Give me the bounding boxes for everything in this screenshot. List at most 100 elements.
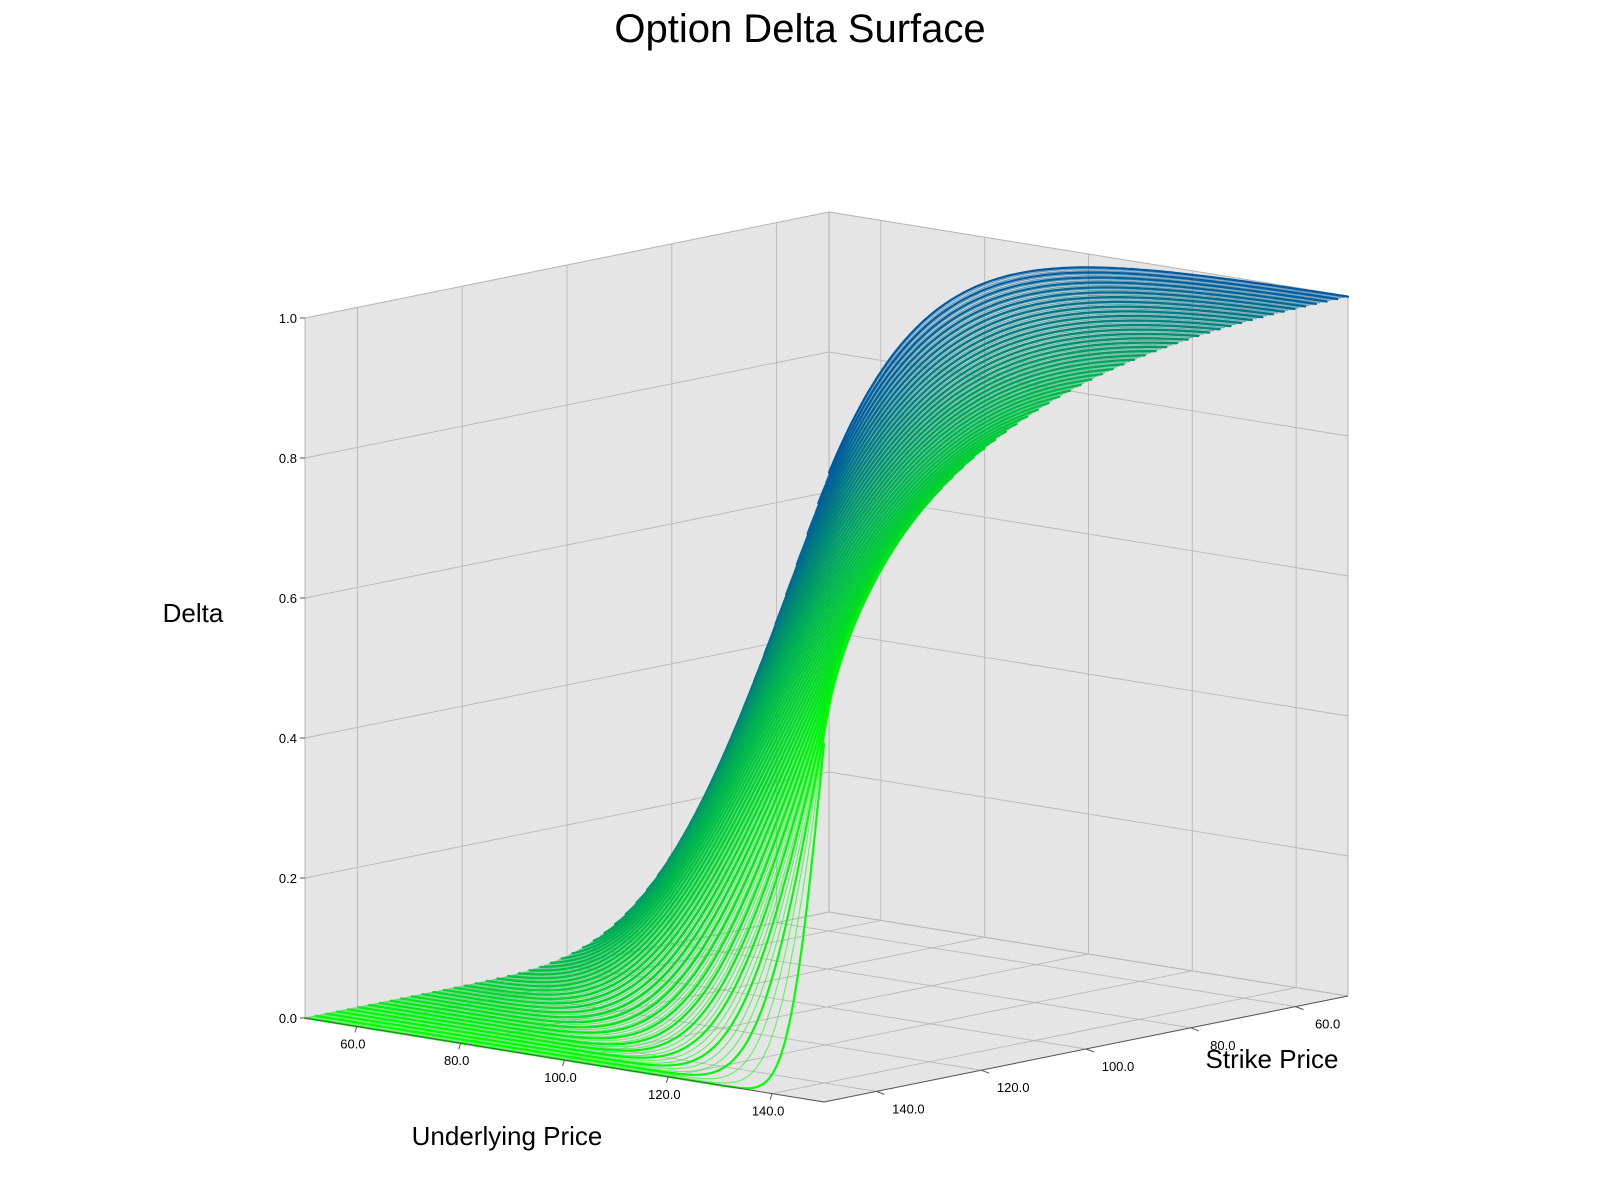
surface-fill-curve bbox=[565, 382, 1085, 958]
surface-fill-curve bbox=[354, 580, 874, 1048]
x-tick-mark bbox=[769, 1093, 773, 1100]
surface-fill-curve bbox=[336, 615, 857, 1059]
grid-line-y-floor bbox=[566, 964, 1087, 1050]
surface-fill-curve bbox=[357, 573, 878, 1046]
y-tick-mark bbox=[1295, 1006, 1304, 1011]
surface-fill-curve bbox=[758, 299, 1278, 670]
z-axis-title: Delta bbox=[163, 598, 224, 628]
x-tick-mark bbox=[354, 1026, 358, 1033]
x-tick-mark bbox=[562, 1059, 565, 1067]
x-tick-mark bbox=[665, 1076, 669, 1083]
surface-fill-curve bbox=[775, 291, 1296, 623]
surface-fill-curve bbox=[821, 270, 1342, 493]
surface-fill-curve bbox=[343, 600, 864, 1054]
surface-fill-curve bbox=[470, 443, 990, 994]
y-tick-mark bbox=[876, 1090, 885, 1095]
surface-fill-curve bbox=[315, 678, 836, 1076]
y-tick-mark bbox=[1085, 1048, 1095, 1053]
x-axis-title: Underlying Price bbox=[412, 1121, 603, 1151]
surface-fill-curve bbox=[544, 394, 1064, 966]
surface-fill-curve bbox=[329, 633, 850, 1064]
surface-fill-curve bbox=[558, 386, 1078, 961]
surface-fill-curve bbox=[325, 642, 846, 1067]
surface-fill-curve bbox=[484, 433, 1004, 988]
x-tick-label: 80.0 bbox=[444, 1053, 469, 1068]
surface-fill-curve bbox=[392, 521, 913, 1027]
surface-fill-curve bbox=[512, 413, 1032, 978]
grid-line-z-left bbox=[304, 491, 830, 599]
surface-fill-curve bbox=[751, 302, 1271, 688]
chart-title: Option Delta Surface bbox=[614, 7, 985, 51]
surface-fill-curve bbox=[828, 266, 1349, 473]
surface-fill-curve bbox=[533, 400, 1053, 970]
surface-fill-curve bbox=[477, 438, 997, 991]
x-tick-label: 60.0 bbox=[340, 1036, 365, 1051]
surface-fill-curve bbox=[744, 305, 1264, 706]
surface-fill-curve bbox=[554, 388, 1074, 962]
surface-fill-curve bbox=[807, 276, 1327, 534]
surface-fill-curve bbox=[814, 273, 1334, 514]
surface-fill-curve bbox=[796, 281, 1317, 564]
surface-fill-curve bbox=[810, 275, 1331, 524]
surface-fill-curve bbox=[396, 517, 916, 1026]
z-tick-label: 0.2 bbox=[279, 871, 297, 886]
surface-fill-curve bbox=[501, 420, 1022, 982]
surface-fill-curve bbox=[530, 402, 1050, 971]
surface-fill-curve bbox=[772, 293, 1292, 633]
surface-fill-curve bbox=[350, 586, 871, 1050]
surface-fill-curve bbox=[754, 300, 1275, 679]
surface-fill-curve bbox=[733, 310, 1254, 732]
delta-surface-points bbox=[303, 266, 1350, 1090]
surface-fill-curve bbox=[572, 378, 1092, 954]
surface-fill-curve bbox=[522, 406, 1043, 974]
x-tick-label: 140.0 bbox=[752, 1104, 785, 1119]
surface-fill-curve bbox=[322, 653, 843, 1070]
surface-fill-curve bbox=[779, 289, 1299, 613]
y-tick-label: 140.0 bbox=[892, 1101, 925, 1116]
surface-fill-curve bbox=[378, 540, 899, 1034]
surface-fill-curve bbox=[403, 508, 923, 1022]
grid-line-z-back bbox=[828, 631, 1349, 717]
surface-fill-curve bbox=[308, 714, 829, 1084]
surface-fill-curve bbox=[761, 297, 1282, 661]
surface-fill-curve bbox=[364, 562, 885, 1042]
z-tick-label: 0.8 bbox=[279, 451, 297, 466]
surface-fill-curve bbox=[515, 411, 1036, 977]
surface-fill-curve bbox=[491, 427, 1011, 986]
surface-fill-curve bbox=[747, 304, 1268, 697]
y-tick-label: 100.0 bbox=[1102, 1059, 1135, 1074]
surface-fill-curve bbox=[406, 504, 927, 1021]
surface-fill-curve bbox=[347, 593, 867, 1052]
surface-fill-curve bbox=[463, 449, 983, 997]
surface-fill-curve bbox=[389, 526, 909, 1029]
surface-fill-curve bbox=[824, 268, 1345, 483]
surface-fill-curve bbox=[361, 567, 881, 1044]
surface-fill-curve bbox=[445, 465, 966, 1004]
surface-fill-curve bbox=[817, 271, 1338, 503]
surface-fill-curve bbox=[466, 446, 987, 995]
surface-fill-curve bbox=[508, 415, 1029, 979]
y-tick-label: 80.0 bbox=[1210, 1038, 1235, 1053]
tick-labels: 60.0 80.0 100.0 120.0 140.0 60.0 80.0 100.0 120.… bbox=[279, 311, 1349, 1119]
surface-fill-curve bbox=[456, 455, 976, 999]
surface-fill-curve bbox=[498, 422, 1018, 983]
surface-fill-curve bbox=[793, 283, 1313, 574]
surface-fill-curve bbox=[452, 458, 973, 1001]
z-tick-label: 0.0 bbox=[279, 1011, 297, 1026]
surface-fill-curve bbox=[765, 296, 1285, 652]
surface-fill-curve bbox=[413, 496, 934, 1017]
surface-fill-curve bbox=[505, 418, 1025, 980]
grid-line-y-floor bbox=[776, 922, 1296, 1008]
z-tick-label: 0.4 bbox=[279, 731, 297, 746]
surface-fill-curve bbox=[547, 392, 1067, 965]
grid-line-y-floor bbox=[671, 943, 1191, 1029]
surface-fill-curve bbox=[382, 535, 902, 1032]
surface-fill-curve bbox=[782, 288, 1303, 603]
surface-fill-curve bbox=[494, 425, 1015, 984]
surface-fill-curve bbox=[319, 665, 839, 1073]
surface-fill-curve bbox=[768, 294, 1289, 642]
surface-fill-curve bbox=[371, 551, 892, 1038]
surface-fill-curve bbox=[786, 286, 1306, 594]
surface-fill-curve bbox=[480, 435, 1001, 990]
